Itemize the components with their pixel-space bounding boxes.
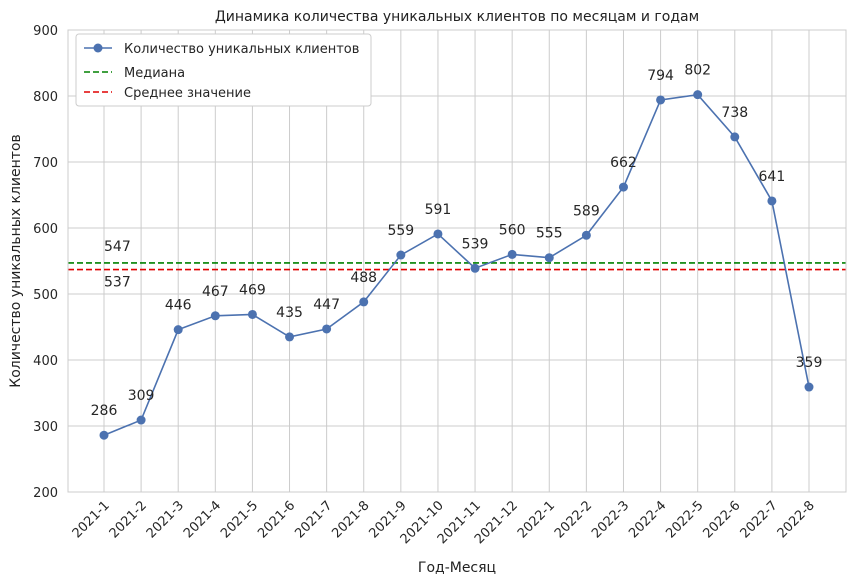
x-tick-label: 2021-2 — [107, 498, 150, 541]
data-point — [210, 311, 220, 321]
data-label: 467 — [202, 284, 229, 300]
data-point — [804, 382, 814, 392]
data-point — [470, 263, 480, 273]
y-axis-label: Количество уникальных клиентов — [8, 134, 24, 388]
data-point — [99, 430, 109, 440]
x-tick-label: 2022-5 — [663, 498, 706, 541]
data-label: 662 — [610, 155, 637, 171]
y-tick-label: 400 — [33, 354, 58, 369]
data-label: 738 — [721, 105, 748, 121]
y-tick-label: 700 — [33, 156, 58, 171]
data-point — [173, 325, 183, 335]
x-tick-label: 2021-8 — [329, 498, 372, 541]
x-tick-label: 2021-5 — [218, 498, 261, 541]
x-tick-label: 2022-1 — [515, 498, 558, 541]
data-label: 286 — [91, 403, 118, 419]
chart-title: Динамика количества уникальных клиентов … — [215, 9, 699, 25]
data-label: 641 — [759, 169, 786, 185]
x-tick-label: 2022-4 — [626, 498, 669, 541]
series-group — [99, 90, 814, 440]
data-label: 555 — [536, 226, 563, 242]
data-label: 591 — [425, 202, 452, 218]
data-point — [359, 297, 369, 307]
y-tick-label: 800 — [33, 90, 58, 105]
data-point — [285, 332, 295, 342]
data-label: 589 — [573, 203, 600, 219]
x-tick-label: 2022-6 — [700, 498, 743, 541]
data-label: 802 — [684, 63, 711, 79]
data-point — [507, 249, 517, 259]
plot-area — [68, 30, 846, 492]
median-value-label: 547 — [104, 239, 131, 255]
legend-marker-series — [93, 43, 103, 53]
legend-label-median: Медиана — [124, 66, 185, 81]
data-point — [322, 324, 332, 334]
data-point — [581, 230, 591, 240]
data-point — [693, 90, 703, 100]
data-point — [767, 196, 777, 206]
y-tick-label: 900 — [33, 24, 58, 39]
data-point — [730, 132, 740, 142]
x-axis-label: Год-Месяц — [418, 560, 496, 576]
data-label: 560 — [499, 222, 526, 238]
x-tick-label: 2021-1 — [70, 498, 113, 541]
data-point — [433, 229, 443, 239]
y-tick-label: 200 — [33, 486, 58, 501]
x-axis-ticks: 2021-12021-22021-32021-42021-52021-62021… — [70, 498, 818, 547]
data-point — [396, 250, 406, 260]
data-label: 539 — [462, 236, 489, 252]
x-tick-label: 2021-7 — [292, 498, 335, 541]
y-tick-label: 600 — [33, 222, 58, 237]
data-point — [136, 415, 146, 425]
data-label: 309 — [128, 388, 155, 404]
data-label: 359 — [796, 355, 823, 371]
data-label: 559 — [387, 223, 414, 239]
x-tick-label: 2021-4 — [181, 498, 224, 541]
reference-lines: 547 537 — [68, 239, 846, 291]
data-label: 469 — [239, 282, 266, 298]
legend-label-mean: Среднее значение — [124, 86, 251, 101]
series-line — [103, 93, 810, 436]
legend-label-series: Количество уникальных клиентов — [124, 42, 359, 57]
data-label: 794 — [647, 68, 674, 84]
data-label: 446 — [165, 298, 192, 314]
x-tick-label: 2022-2 — [552, 498, 595, 541]
data-point — [656, 95, 666, 105]
x-tick-label: 2022-3 — [589, 498, 632, 541]
y-tick-label: 300 — [33, 420, 58, 435]
data-point — [247, 309, 257, 319]
x-tick-label: 2022-8 — [775, 498, 818, 541]
legend: Количество уникальных клиентов Медиана С… — [75, 33, 372, 107]
y-tick-label: 500 — [33, 288, 58, 303]
plot-frame — [67, 29, 847, 493]
data-label: 447 — [313, 297, 340, 313]
data-label: 488 — [350, 270, 377, 286]
data-labels: 286 309 446 467 469 435 447 488 559 591 539 560 555 5… — [91, 63, 823, 420]
data-label: 435 — [276, 305, 303, 321]
data-point — [618, 182, 628, 192]
mean-value-label: 537 — [104, 275, 131, 291]
y-axis-ticks: 200 300 400 500 600 700 800 900 — [33, 24, 58, 501]
x-tick-label: 2021-6 — [255, 498, 298, 541]
data-point — [544, 253, 554, 263]
x-tick-label: 2021-3 — [144, 498, 187, 541]
legend-box — [75, 33, 372, 107]
x-tick-label: 2022-7 — [738, 498, 781, 541]
